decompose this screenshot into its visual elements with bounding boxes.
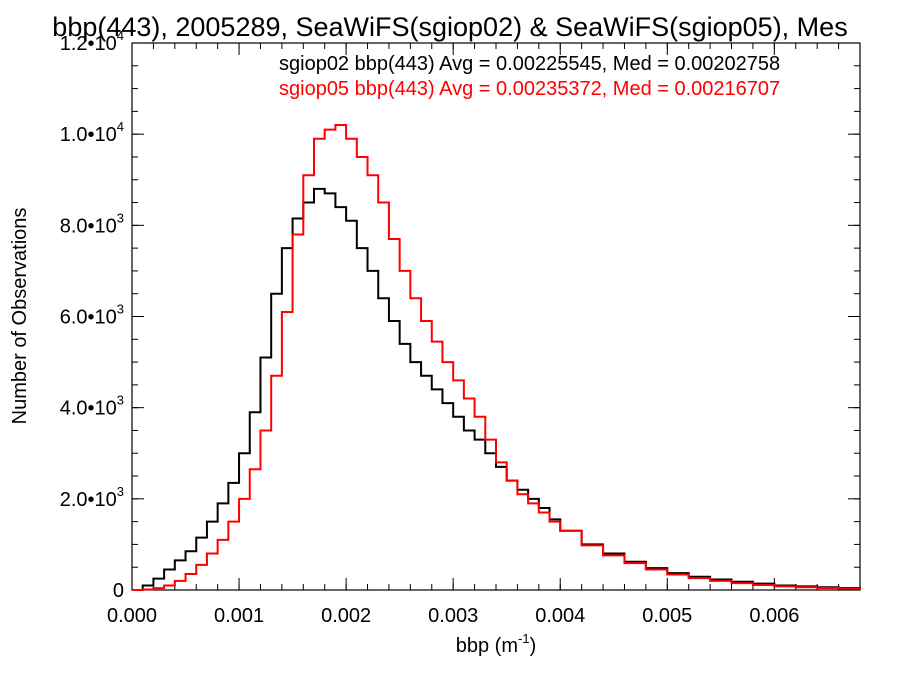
y-tick-label: 1.0•104 xyxy=(60,119,124,146)
y-axis-ticks: 0 2.0•103 4.0•103 6.0•103 8.0•103 1.0•104 1.2•… xyxy=(60,28,860,602)
x-tick-label: 0.004 xyxy=(535,605,585,627)
series-group xyxy=(132,124,861,591)
x-tick-label: 0.003 xyxy=(428,605,478,627)
x-axis-label: bbp (m-1) xyxy=(456,631,536,657)
y-tick-label: 1.2•104 xyxy=(60,28,124,55)
x-axis-label-exponent: -1 xyxy=(518,631,530,646)
x-tick-label: 0.001 xyxy=(214,605,264,627)
y-axis-label: Number of Observations xyxy=(9,208,31,425)
x-tick-label: 0.006 xyxy=(749,605,799,627)
x-tick-label: 0.000 xyxy=(107,605,157,627)
y-tick-label: 6.0•103 xyxy=(60,302,124,329)
y-tick-label: 8.0•103 xyxy=(60,210,124,237)
x-tick-label: 0.005 xyxy=(642,605,692,627)
x-axis-ticks: 0.000 0.001 0.002 0.003 0.004 0.005 0.006 xyxy=(107,43,861,627)
chart-title: bbp(443), 2005289, SeaWiFS(sgiop02) & Se… xyxy=(52,12,847,42)
series-line-sgiop05 xyxy=(132,124,861,591)
legend-entry-sgiop02: sgiop02 bbp(443) Avg = 0.00225545, Med =… xyxy=(279,53,780,75)
plot-frame xyxy=(131,42,861,591)
y-tick-label: 2.0•103 xyxy=(60,484,124,511)
legend-entry-sgiop05: sgiop05 bbp(443) Avg = 0.00235372, Med =… xyxy=(279,78,780,100)
x-tick-label: 0.002 xyxy=(321,605,371,627)
series-line-sgiop02 xyxy=(132,187,861,591)
y-tick-label: 4.0•103 xyxy=(60,393,124,420)
y-tick-label: 0 xyxy=(113,580,124,602)
